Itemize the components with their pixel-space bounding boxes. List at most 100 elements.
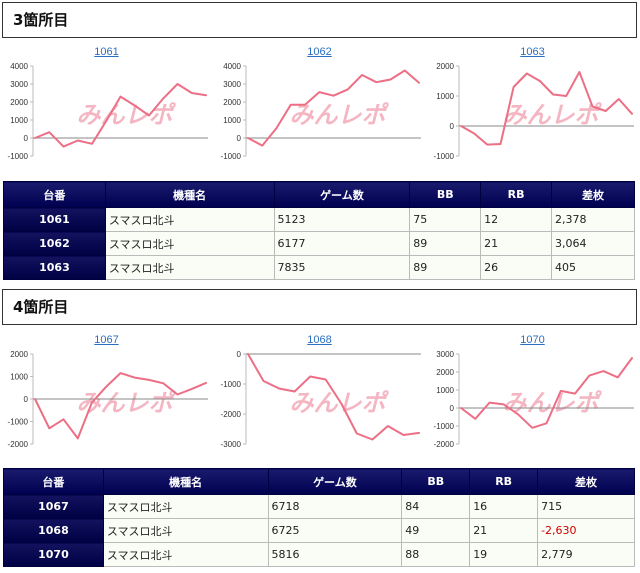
y-tick-label: -2000 — [8, 440, 29, 449]
header-unit: 台番 — [3, 468, 104, 495]
data-table: 台番 機種名 ゲーム数 BB RB 差枚 1067 スマスロ北斗 6718 84… — [3, 468, 635, 567]
y-tick-label: 4000 — [223, 62, 241, 71]
machine-name: スマスロ北斗 — [104, 207, 275, 232]
unit-number[interactable]: 1068 — [3, 518, 104, 543]
header-diff: 差枚 — [537, 468, 635, 495]
y-tick-label: 3000 — [223, 80, 241, 89]
table-header-row: 台番 機種名 ゲーム数 BB RB 差枚 — [3, 181, 635, 208]
slump-graph: みんレポ 3000 2000 1000 0 -1000 -2000 — [434, 350, 634, 449]
y-tick-label: 2000 — [223, 98, 241, 107]
rb-count: 26 — [480, 255, 553, 280]
chart-link-1068[interactable]: 1068 — [307, 334, 332, 346]
diff-value: 715 — [537, 494, 635, 519]
y-tick-label: -3000 — [221, 440, 242, 449]
header-games: ゲーム数 — [267, 468, 403, 495]
y-tick-label: 0 — [237, 350, 242, 359]
header-machine: 機種名 — [104, 181, 275, 208]
chart-link-1067[interactable]: 1067 — [94, 334, 119, 346]
y-tick-label: 0 — [24, 395, 29, 404]
bb-count: 84 — [401, 494, 471, 519]
bb-count: 89 — [409, 255, 482, 280]
machine-name: スマスロ北斗 — [102, 494, 269, 519]
machine-name: スマスロ北斗 — [102, 542, 269, 567]
bb-count: 88 — [401, 542, 471, 567]
y-tick-label: -1000 — [434, 152, 455, 161]
y-tick-label: -1000 — [221, 380, 242, 389]
y-tick-label: 1000 — [223, 116, 241, 125]
diff-value: 3,064 — [551, 231, 635, 256]
watermark-logo: みんレポ — [503, 389, 603, 417]
series-line — [460, 357, 633, 429]
y-tick-label: 1000 — [436, 92, 454, 101]
table-header-row: 台番 機種名 ゲーム数 BB RB 差枚 — [3, 468, 635, 495]
rb-count: 12 — [480, 207, 553, 232]
mini-chart: 1063 みんレポ 2000 1000 0 -1000 — [426, 46, 639, 178]
rb-count: 16 — [469, 494, 539, 519]
slump-graph: みんレポ 2000 1000 0 -1000 -2000 — [8, 350, 208, 449]
unit-number[interactable]: 1062 — [3, 231, 106, 256]
chart-link-1063[interactable]: 1063 — [520, 46, 545, 58]
game-count: 6718 — [267, 494, 403, 519]
y-tick-label: 0 — [24, 134, 29, 143]
chart-link-1062[interactable]: 1062 — [307, 46, 332, 58]
y-tick-label: 2000 — [436, 62, 454, 71]
header-machine: 機種名 — [102, 468, 269, 495]
table-row: 1062 スマスロ北斗 6177 89 21 3,064 — [3, 231, 635, 256]
y-tick-label: -1000 — [8, 418, 29, 427]
y-tick-label: 2000 — [10, 98, 28, 107]
rb-count: 21 — [469, 518, 539, 543]
rb-count: 21 — [480, 231, 553, 256]
y-tick-label: -1000 — [8, 152, 29, 161]
y-tick-label: 1000 — [10, 373, 28, 382]
watermark-logo: みんレポ — [290, 101, 390, 129]
data-table: 台番 機種名 ゲーム数 BB RB 差枚 1061 スマスロ北斗 5123 75… — [3, 181, 635, 280]
chart-link-1061[interactable]: 1061 — [94, 46, 119, 58]
bb-count: 49 — [401, 518, 471, 543]
y-tick-label: 1000 — [10, 116, 28, 125]
y-tick-label: 1000 — [436, 386, 454, 395]
chart-link-1070[interactable]: 1070 — [520, 334, 545, 346]
section-title: 4箇所目 — [2, 289, 637, 325]
machine-name: スマスロ北斗 — [102, 518, 269, 543]
table-row: 1067 スマスロ北斗 6718 84 16 715 — [3, 494, 635, 519]
watermark-logo: みんレポ — [290, 389, 390, 417]
series-line — [34, 372, 207, 440]
header-rb: RB — [480, 181, 553, 208]
bb-count: 89 — [409, 231, 482, 256]
machine-name: スマスロ北斗 — [104, 231, 275, 256]
game-count: 5816 — [267, 542, 403, 567]
y-tick-label: 2000 — [436, 368, 454, 377]
mini-chart: 1068 みんレポ 0 -1000 -2000 -3000 — [213, 334, 426, 466]
mini-chart: 1070 みんレポ 3000 2000 1000 0 -1000 -2000 — [426, 334, 639, 466]
unit-number[interactable]: 1070 — [3, 542, 104, 567]
game-count: 5123 — [273, 207, 411, 232]
y-tick-label: 0 — [450, 404, 455, 413]
y-tick-label: 0 — [237, 134, 242, 143]
slump-graph: みんレポ 2000 1000 0 -1000 — [434, 62, 634, 161]
game-count: 6177 — [273, 231, 411, 256]
table-row: 1068 スマスロ北斗 6725 49 21 -2,630 — [3, 518, 635, 543]
unit-number[interactable]: 1063 — [3, 255, 106, 280]
rb-count: 19 — [469, 542, 539, 567]
y-tick-label: 4000 — [10, 62, 28, 71]
header-games: ゲーム数 — [273, 181, 411, 208]
header-bb: BB — [409, 181, 482, 208]
diff-value: 405 — [551, 255, 635, 280]
series-line — [247, 353, 420, 441]
series-line — [460, 71, 633, 146]
y-tick-label: 0 — [450, 122, 455, 131]
game-count: 6725 — [267, 518, 403, 543]
unit-number[interactable]: 1067 — [3, 494, 104, 519]
unit-number[interactable]: 1061 — [3, 207, 106, 232]
y-tick-label: 3000 — [10, 80, 28, 89]
y-tick-label: 3000 — [436, 350, 454, 359]
diff-value: 2,779 — [537, 542, 635, 567]
y-tick-label: -1000 — [221, 152, 242, 161]
slump-graph: みんレポ 4000 3000 2000 1000 0 -1000 — [8, 62, 208, 161]
chart-row: 1067 みんレポ 2000 1000 0 -1000 -2000 1068 みんレポ 0 -… — [0, 334, 640, 466]
machine-name: スマスロ北斗 — [104, 255, 275, 280]
y-tick-label: -2000 — [434, 440, 455, 449]
series-line — [247, 69, 420, 147]
header-unit: 台番 — [3, 181, 106, 208]
slump-graph: みんレポ 0 -1000 -2000 -3000 — [221, 350, 421, 449]
